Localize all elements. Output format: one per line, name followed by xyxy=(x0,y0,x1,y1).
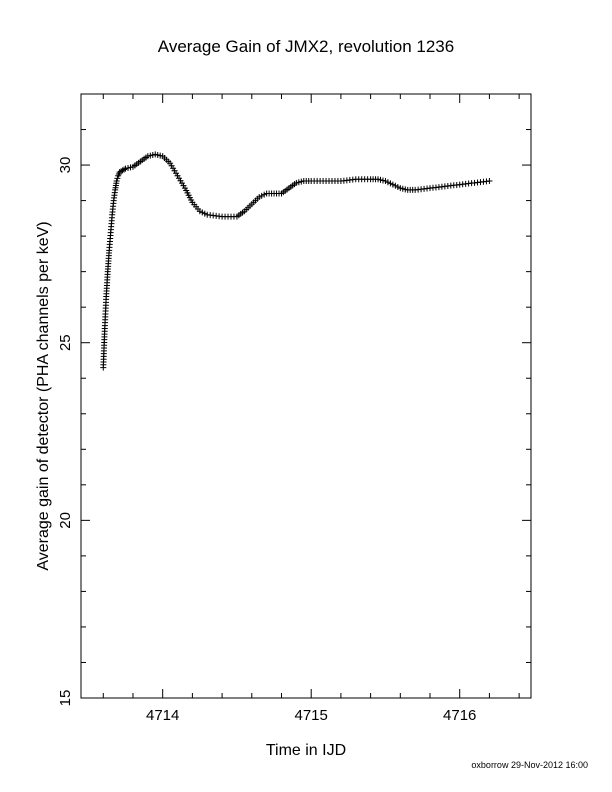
data-point xyxy=(113,178,120,185)
plot-frame xyxy=(80,93,532,699)
y-axis: 15 20 25 30 xyxy=(57,93,531,707)
x-axis: 4714 4715 4716 xyxy=(102,94,520,724)
footer-credit: oxborrow 29-Nov-2012 16:00 xyxy=(471,760,588,770)
y-tick-label: 25 xyxy=(57,334,74,351)
data-point xyxy=(121,166,128,173)
y-tick-label: 30 xyxy=(57,157,74,174)
y-axis-label: Average gain of detector (PHA channels p… xyxy=(35,221,52,570)
data-series xyxy=(100,151,493,371)
x-tick-label: 4714 xyxy=(146,707,179,724)
data-point xyxy=(486,178,493,185)
x-axis-label: Time in IJD xyxy=(266,742,346,759)
x-tick-label: 4716 xyxy=(443,707,476,724)
x-tick-label: 4715 xyxy=(295,707,328,724)
chart-title: Average Gain of JMX2, revolution 1236 xyxy=(158,37,454,56)
data-point xyxy=(114,175,121,182)
y-tick-label: 15 xyxy=(57,690,74,707)
y-tick-label: 20 xyxy=(57,512,74,529)
